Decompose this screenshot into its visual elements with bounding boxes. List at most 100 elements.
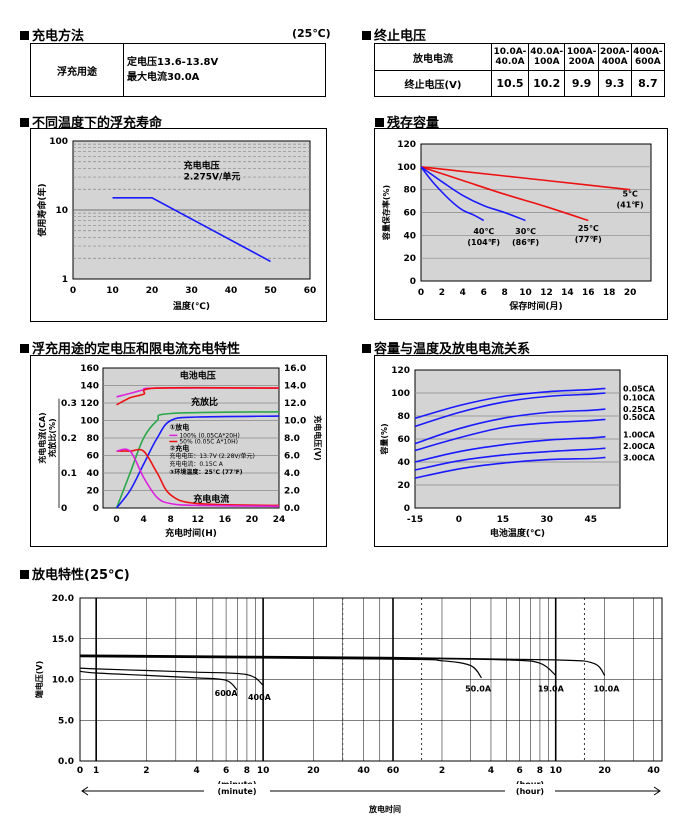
- cutoff-voltage-3: 9.9: [564, 70, 599, 97]
- cutoff-table: 放电电流 10.0A-40.0A 40.0A-100A 100A-200A 20…: [374, 43, 666, 97]
- x-tick-hour: 10: [549, 766, 562, 776]
- discharge-line: [79, 656, 482, 679]
- legend-charge-voltage: 充电电压：13.7V (2.28V/单元): [169, 452, 255, 460]
- arrow-unit-hour: (hour): [516, 787, 544, 796]
- arrow-gap-minute: [204, 784, 270, 798]
- series-label: 25℃: [578, 224, 599, 233]
- x-tick-label: 10: [106, 286, 119, 296]
- y-tick-label: 60: [397, 435, 410, 445]
- y2-tick-label: 10.0: [284, 417, 306, 427]
- cutoff-range-3: 100A-200A: [564, 43, 599, 71]
- x-tick-label: 0: [113, 515, 119, 525]
- series-label: 5℃: [622, 190, 638, 199]
- legend-line-50: 50% (0.05C A*10H): [179, 439, 238, 446]
- capacity-line: [414, 456, 606, 479]
- x-tick-label: 30: [541, 515, 554, 525]
- x-tick-label: 8: [502, 288, 508, 298]
- x-tick-label: 20: [246, 515, 259, 525]
- retention-line: [420, 166, 526, 222]
- series-label: 40℃: [473, 227, 494, 236]
- capacity-line: [414, 418, 606, 452]
- x-axis-label: 电池温度(℃): [490, 527, 545, 539]
- time-arrow-left: [81, 786, 89, 796]
- discharge-svg: 0.0 5.0 10.0 15.0 20.0 0 1 2 4 6 8 10 20 40 60 2 4 6 8 10 20…: [34, 594, 663, 814]
- series-sublabel: (77℉): [575, 235, 602, 244]
- cutoff-section-title: 终止电压: [362, 25, 426, 44]
- retention-line: [420, 166, 631, 191]
- charging-current: 最大电流30.0A: [127, 72, 200, 83]
- cutoff-range-4: 200A-400A: [597, 43, 632, 71]
- x-tick-label: 30: [185, 286, 198, 296]
- legend-charge: ②充电: [169, 443, 189, 452]
- annotation-line-2: 2.275V/单元: [184, 170, 241, 182]
- ca-tick-label: 0.3: [61, 399, 77, 409]
- cutoff-current-label: 放电电流: [374, 43, 492, 71]
- x-tick-minute: 40: [357, 766, 370, 776]
- y-tick-label: 120: [391, 366, 410, 376]
- charging-temp: (25℃): [292, 27, 331, 40]
- x-tick-label: 20: [624, 288, 637, 298]
- y-axis-label: 使用寿命(年): [36, 183, 48, 237]
- y2-tick-label: 8.0: [284, 434, 300, 444]
- x-tick-hour: 8: [537, 766, 543, 776]
- discharge-title: 放电特性(25℃): [20, 564, 130, 583]
- y2-tick-label: 6.0: [284, 452, 300, 462]
- charging-spec: 定电压13.6-13.8V 最大电流30.0A: [123, 43, 326, 97]
- y-tick-label: 20: [403, 254, 416, 264]
- x-tick-label: 4: [140, 515, 146, 525]
- x-tick-label: 10: [519, 288, 532, 298]
- charging-table: 浮充用途 定电压13.6-13.8V 最大电流30.0A: [30, 43, 326, 97]
- x-tick-label: 16: [582, 288, 595, 298]
- x-tick-minute: 0: [77, 766, 83, 776]
- charge-line: [115, 415, 280, 509]
- capacity-temp-chart: 0 20 40 60 80 100 120 -15 0 15 30 45 电池温度(℃) 容量(%) 0.0…: [374, 355, 668, 547]
- float-life-chart: 0 10 20 30 40 50 60 1 10 100 温度(℃) 使用寿命(年) 充电电压 2.275…: [30, 128, 327, 322]
- x-tick-hour: 4: [488, 766, 494, 776]
- x-tick-label: 40: [225, 286, 238, 296]
- x-tick-label: 8: [168, 515, 174, 525]
- float-life-svg: 0 10 20 30 40 50 60 1 10 100 温度(℃) 使用寿命(年) 充电电压2.275…: [36, 137, 316, 312]
- y-tick-label: 40: [397, 458, 410, 468]
- y2-tick-label: 12.0: [284, 399, 306, 409]
- x-tick-hour: 20: [598, 766, 611, 776]
- x-tick-label: 16: [219, 515, 232, 525]
- x-tick-label: 12: [192, 515, 205, 525]
- capacity-line: [414, 387, 606, 420]
- x-tick-minute: 1: [93, 766, 99, 776]
- x-axis-label: 充电时间(H): [165, 527, 217, 539]
- y-tick-label: 10.0: [52, 676, 74, 686]
- x-tick-label: 15: [497, 515, 510, 525]
- capacity-series-label: 0.50CA: [623, 413, 656, 422]
- y-tick-label: 0: [404, 504, 410, 514]
- x-tick-label: 20: [146, 286, 159, 296]
- capacity-series-label: 0.10CA: [623, 394, 656, 403]
- y-tick-label: 1: [62, 275, 68, 285]
- capacity-line: [414, 447, 606, 471]
- y2-tick-label: 2.0: [284, 487, 300, 497]
- capacity-line: [414, 408, 606, 445]
- arrow-unit-minute: (minute): [217, 787, 256, 796]
- capacity-temp-title: 容量与温度及放电电流关系: [362, 338, 530, 357]
- cutoff-voltage-1: 10.5: [491, 70, 529, 97]
- discharge-series-label: 50.0A: [465, 685, 492, 694]
- capacity-line: [414, 392, 606, 428]
- y-tick-label: 120: [397, 140, 416, 150]
- y-tick-label: 20.0: [52, 594, 74, 604]
- discharge-line: [79, 667, 264, 686]
- y-tick-label: 80: [397, 412, 410, 422]
- y-axis-label: 容量(%): [379, 423, 389, 455]
- y-tick-label: 100: [49, 137, 68, 147]
- x-tick-label: 2: [439, 288, 445, 298]
- legend-line-100: 100% (0.05CA*20H): [179, 432, 240, 439]
- x-tick-label: 50: [264, 286, 277, 296]
- y-tick-label: 10: [55, 206, 68, 216]
- y-tick-label: 160: [80, 364, 99, 374]
- charge-char-chart: 0 0.0 20 2.0 40 4.0 60 6.0 80 8.0 100 10.0 120 12.0 14…: [30, 355, 327, 547]
- y-tick-label: 40: [86, 469, 99, 479]
- x-tick-hour: 6: [516, 766, 522, 776]
- x-axis-label: 放电时间: [368, 804, 401, 814]
- x-tick-label: 4: [460, 288, 466, 298]
- discharge-series-label: 600A: [215, 689, 239, 698]
- y-tick-label: 140: [80, 382, 99, 392]
- x-tick-label: 0: [70, 286, 76, 296]
